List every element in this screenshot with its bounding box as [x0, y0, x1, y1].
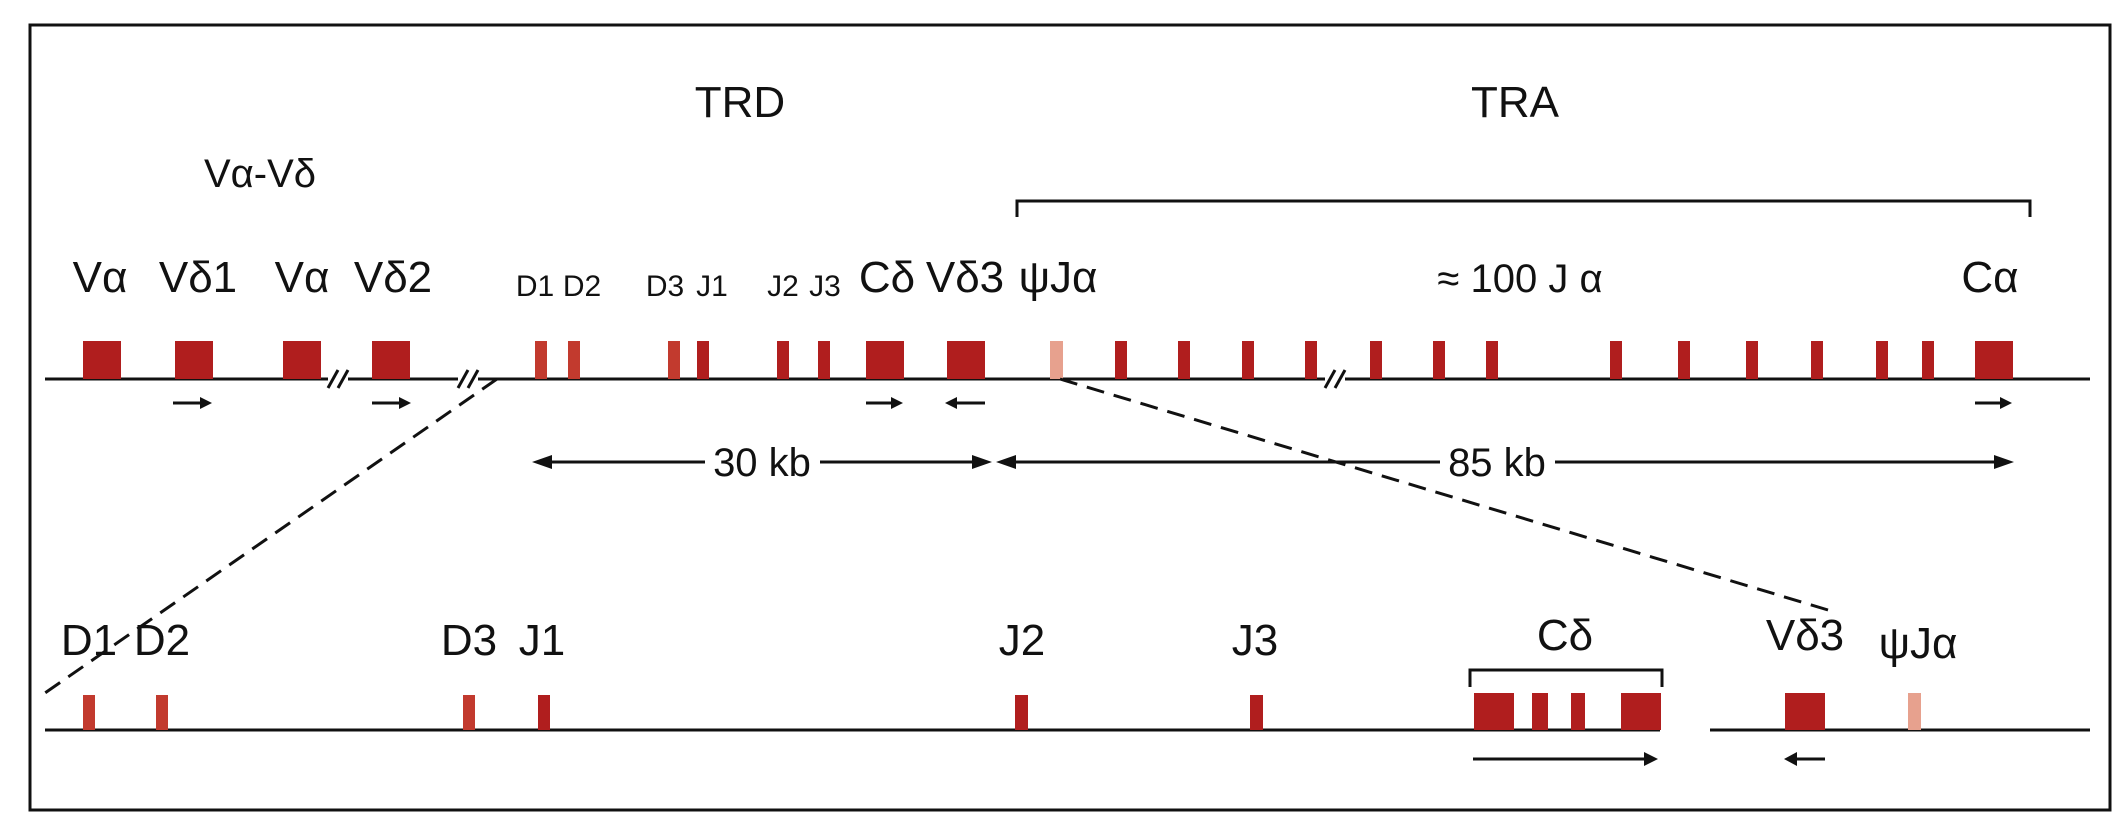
top-line-break-marks	[326, 369, 1347, 389]
top-label-va-1: Vα	[73, 253, 128, 302]
segment-psi-ja	[1050, 341, 1063, 379]
top-label-j3: J3	[809, 270, 841, 303]
top-label-vd3: Vδ3	[926, 253, 1004, 302]
top-segments	[83, 341, 2013, 379]
bottom-segment-cd-exon-1	[1474, 693, 1514, 730]
bottom-segment-j3	[1250, 695, 1263, 730]
bottom-row-labels: D1 D2 D3 J1 J2 J3 Cδ Vδ3 ψJα	[61, 611, 1958, 668]
arrow-right-ca	[1975, 397, 2012, 409]
bottom-segment-vd3	[1785, 693, 1825, 730]
arrow-left-vd3-bottom	[1784, 752, 1825, 766]
segment-ca	[1975, 341, 2013, 379]
segment-va-1	[83, 341, 121, 379]
top-label-vd1: Vδ1	[159, 253, 237, 302]
arrow-right-cd	[866, 397, 903, 409]
top-label-j1: J1	[696, 270, 728, 303]
bottom-segment-cd-exon-3	[1571, 693, 1585, 730]
top-label-ja-cluster: ≈ 100 J α	[1437, 257, 1602, 301]
trd-span-label: 30 kb	[713, 441, 811, 485]
segment-d3	[668, 341, 680, 379]
top-direction-arrows	[173, 397, 2012, 409]
top-label-j2: J2	[767, 270, 799, 303]
top-row-labels: Vα Vδ1 Vα Vδ2 D1 D2 D3 J1 J2 J3 Cδ Vδ3 ψ…	[73, 253, 2019, 303]
segment-ja	[1305, 341, 1317, 379]
bottom-label-cd: Cδ	[1537, 611, 1593, 660]
top-label-d3: D3	[646, 270, 684, 303]
segment-ja	[1433, 341, 1445, 379]
bottom-label-vd3: Vδ3	[1766, 611, 1844, 660]
top-label-psi-ja: ψJα	[1019, 253, 1098, 302]
segment-va-2	[283, 341, 321, 379]
bottom-segment-cd-exon-4	[1621, 693, 1661, 730]
segment-cd	[866, 341, 904, 379]
segment-vd3	[947, 341, 985, 379]
segment-vd1	[175, 341, 213, 379]
figure-frame	[28, 23, 2112, 812]
top-label-vd2: Vδ2	[354, 253, 432, 302]
bottom-segments	[83, 693, 1921, 730]
tra-locus-title: TRA	[1471, 78, 1560, 127]
bottom-label-j3: J3	[1232, 616, 1278, 665]
segment-j2	[777, 341, 789, 379]
arrow-right-vd2	[372, 397, 411, 409]
trd-locus-title: TRD	[695, 78, 785, 127]
bottom-segment-cd-exon-2	[1532, 693, 1548, 730]
segment-ja	[1178, 341, 1190, 379]
trd-span-arrow	[532, 455, 992, 469]
segment-ja	[1115, 341, 1127, 379]
bottom-segment-j2	[1015, 695, 1028, 730]
bottom-segment-j1	[538, 695, 550, 730]
top-label-va-2: Vα	[275, 253, 330, 302]
tra-span-arrow	[996, 455, 2014, 469]
segment-ja	[1610, 341, 1622, 379]
bottom-label-psi-ja: ψJα	[1879, 619, 1958, 668]
segment-vd2	[372, 341, 410, 379]
segment-j1	[697, 341, 709, 379]
cd-bracket	[1468, 668, 1664, 687]
bottom-segment-d1	[83, 695, 95, 730]
top-label-cd: Cδ	[859, 253, 915, 302]
segment-ja	[1746, 341, 1758, 379]
arrow-right-cd-transcript	[1473, 752, 1658, 766]
segment-ja	[1922, 341, 1934, 379]
arrow-left-vd3	[945, 397, 985, 409]
bottom-direction-arrows	[1473, 752, 1825, 766]
segment-ja	[1678, 341, 1690, 379]
va-vd-region-label: Vα-Vδ	[204, 152, 316, 196]
zoom-dashed-lines	[44, 377, 1829, 695]
segment-ja	[1876, 341, 1888, 379]
segment-ja	[1370, 341, 1382, 379]
bottom-segment-d2	[156, 695, 168, 730]
tra-span-label: 85 kb	[1448, 441, 1546, 485]
segment-ja	[1811, 341, 1823, 379]
segment-j3	[818, 341, 830, 379]
top-label-d1: D1	[516, 270, 554, 303]
bottom-label-d1: D1	[61, 616, 117, 665]
arrow-right-vd1	[173, 397, 212, 409]
segment-ja	[1242, 341, 1254, 379]
bottom-label-j2: J2	[999, 616, 1045, 665]
segment-d2	[568, 341, 580, 379]
bottom-segment-d3	[463, 695, 475, 730]
bottom-label-d3: D3	[441, 616, 497, 665]
segment-d1	[535, 341, 547, 379]
bottom-label-d2: D2	[134, 616, 190, 665]
bottom-segment-psi-ja	[1908, 693, 1921, 730]
segment-ja	[1486, 341, 1498, 379]
top-label-d2: D2	[563, 270, 601, 303]
top-label-ca: Cα	[1961, 253, 2018, 302]
bottom-label-j1: J1	[519, 616, 565, 665]
tra-bracket	[1015, 199, 2032, 217]
